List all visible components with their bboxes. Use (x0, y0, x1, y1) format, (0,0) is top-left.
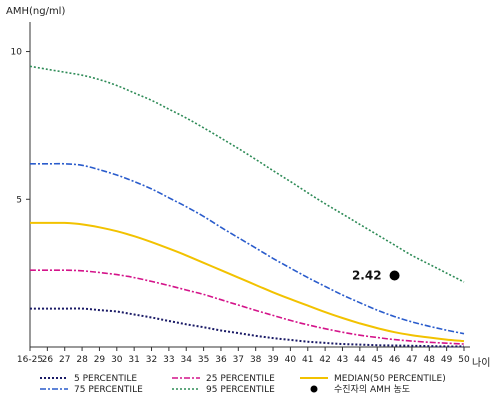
x-tick-label: 40 (285, 355, 297, 365)
x-tick-label: 37 (233, 355, 244, 365)
data-marker: 2.42 (352, 269, 400, 283)
x-tick-label: 46 (389, 355, 401, 365)
legend-label-2: MEDIAN(50 PERCENTILE) (334, 374, 446, 384)
legend-marker-label: 수진자의 AMH 농도 (334, 384, 410, 395)
x-tick-label: 49 (441, 355, 453, 365)
x-tick-label: 42 (319, 355, 330, 365)
x-tick-label: 34 (181, 355, 193, 365)
legend-label-4: 95 PERCENTILE (206, 385, 275, 395)
series-line-1 (30, 269, 465, 345)
series-line-0 (30, 307, 465, 348)
x-tick-label: 47 (406, 355, 417, 365)
x-tick-label: 38 (250, 355, 262, 365)
series-lines (29, 65, 465, 348)
x-tick-label: 31 (128, 355, 139, 365)
x-tick-label: 32 (146, 355, 157, 365)
x-tick-label: 36 (215, 355, 227, 365)
legend-label-3: 75 PERCENTILE (74, 385, 143, 395)
y-tick-label: 10 (11, 48, 23, 58)
amh-marker-point (389, 270, 400, 281)
x-tick-label: 50 (458, 355, 470, 365)
x-axis-title: 나이 (472, 357, 490, 369)
x-tick-label: 16-25 (17, 355, 43, 365)
series-line-2 (30, 221, 465, 343)
x-tick-label: 35 (198, 355, 209, 365)
x-tick-label: 27 (59, 355, 70, 365)
y-tick-label: 5 (16, 195, 22, 205)
x-tick-label: 30 (111, 355, 123, 365)
legend-label-1: 25 PERCENTILE (206, 374, 275, 384)
x-tick-label: 33 (163, 355, 174, 365)
legend-label-0: 5 PERCENTILE (74, 374, 137, 384)
x-tick-label: 45 (371, 355, 382, 365)
x-tick-label: 29 (94, 355, 106, 365)
x-tick-label: 28 (76, 355, 88, 365)
x-tick-label: 39 (267, 355, 279, 365)
x-tick-label: 43 (337, 355, 348, 365)
amh-marker-label: 2.42 (352, 269, 382, 283)
series-line-3 (30, 162, 465, 335)
x-tick-label: 44 (354, 355, 366, 365)
y-axis-title: AMH(ng/ml) (6, 6, 65, 17)
x-tick-label: 26 (42, 355, 54, 365)
x-tick-label: 41 (302, 355, 313, 365)
x-tick-label: 48 (424, 355, 436, 365)
series-line-4 (29, 65, 465, 283)
legend: 5 PERCENTILE 25 PERCENTILE MEDIAN(50 PERCE… (40, 374, 446, 395)
legend-marker-swatch (310, 385, 318, 393)
